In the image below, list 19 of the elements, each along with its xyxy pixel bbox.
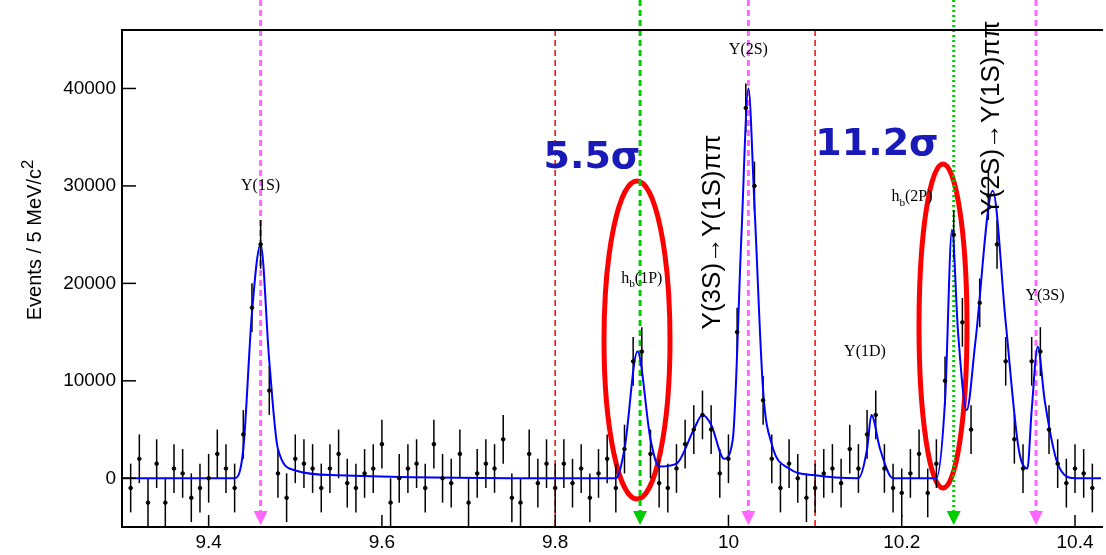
x-tick-label: 9.4 <box>195 530 223 552</box>
x-tick-label: 9.8 <box>541 530 569 552</box>
annotation: 5.5σ <box>543 132 641 177</box>
x-tick-label: 10.4 <box>1056 530 1094 552</box>
x-tick-label: 9.6 <box>368 530 396 552</box>
y-tick-label: 40000 <box>63 76 116 98</box>
annotation: Υ(3S) <box>1025 286 1065 305</box>
y-tick-label: 30000 <box>63 174 116 196</box>
annotation: Υ(2S)→Υ(1S)ππ <box>975 20 1006 216</box>
annotation: Υ(1D) <box>844 342 886 361</box>
y-tick-label: 0 <box>105 466 116 488</box>
y-tick-label: 20000 <box>63 271 116 293</box>
annotation: Υ(3S)→Υ(1S)ππ <box>696 134 727 330</box>
annotation: Υ(2S) <box>728 39 768 58</box>
annotation: Υ(1S) <box>241 176 281 195</box>
annotation: 11.2σ <box>815 119 939 164</box>
x-tick-label: 10 <box>717 530 740 552</box>
x-tick-label: 10.2 <box>883 530 921 552</box>
y-tick-label: 10000 <box>63 369 116 391</box>
